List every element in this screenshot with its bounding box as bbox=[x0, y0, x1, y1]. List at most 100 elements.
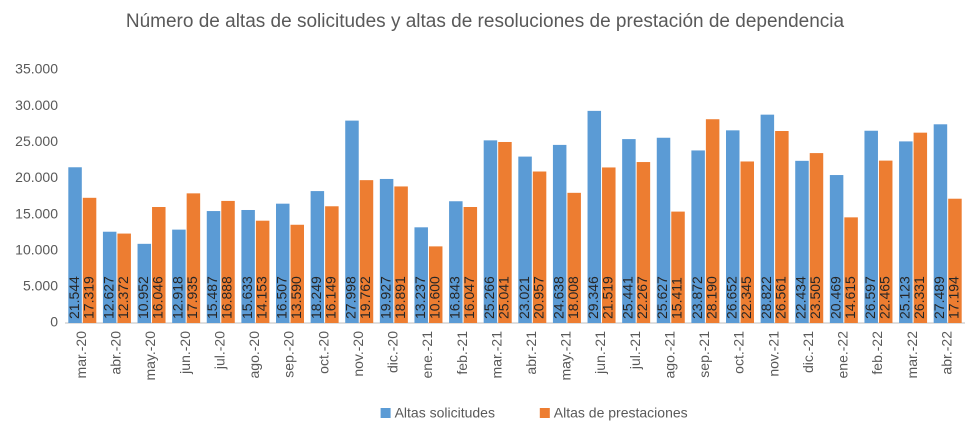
bar bbox=[705, 119, 720, 324]
bar bbox=[726, 130, 740, 323]
bar bbox=[186, 193, 201, 323]
x-tick-label: ago.-21 bbox=[661, 331, 677, 379]
bar bbox=[498, 141, 512, 323]
x-tick-label: abr.-22 bbox=[938, 331, 954, 375]
bar bbox=[172, 229, 186, 323]
bar bbox=[532, 171, 547, 323]
bar bbox=[760, 114, 775, 323]
bar bbox=[428, 246, 443, 323]
data-label: 15.487 bbox=[204, 276, 220, 319]
bar bbox=[775, 131, 789, 323]
bar bbox=[137, 243, 152, 323]
legend-swatch bbox=[380, 408, 391, 418]
data-label: 22.267 bbox=[634, 276, 650, 319]
bar bbox=[948, 198, 962, 323]
bar bbox=[117, 233, 131, 323]
x-tick-label: jul.-21 bbox=[627, 331, 643, 370]
bar bbox=[102, 231, 117, 323]
data-label: 25.627 bbox=[654, 276, 670, 319]
data-label: 21.544 bbox=[66, 276, 82, 319]
bar bbox=[379, 178, 394, 323]
legend-swatch bbox=[539, 408, 550, 418]
bar bbox=[829, 175, 844, 323]
data-label: 15.633 bbox=[239, 276, 255, 319]
bar bbox=[691, 150, 705, 323]
chart-title: Número de altas de solicitudes y altas d… bbox=[125, 11, 845, 32]
x-tick-label: may.-21 bbox=[558, 331, 574, 381]
data-label: 12.918 bbox=[170, 276, 186, 319]
bar bbox=[241, 209, 255, 323]
data-label: 28.190 bbox=[703, 276, 719, 319]
x-tick-label: mar.-20 bbox=[73, 331, 89, 379]
bar bbox=[587, 110, 602, 323]
data-label: 25.441 bbox=[620, 276, 636, 319]
data-label: 14.153 bbox=[253, 276, 269, 319]
y-tick-label: 10.000 bbox=[15, 241, 58, 257]
y-tick-label: 0 bbox=[50, 314, 58, 330]
data-label: 22.465 bbox=[876, 276, 892, 319]
bar bbox=[206, 211, 221, 323]
bar bbox=[844, 217, 858, 323]
y-tick-label: 15.000 bbox=[15, 205, 58, 221]
x-tick-label: oct.-21 bbox=[731, 331, 747, 374]
bar bbox=[463, 207, 478, 323]
bar bbox=[345, 120, 359, 323]
data-label: 25.041 bbox=[496, 276, 512, 319]
bar bbox=[602, 167, 616, 323]
data-label: 18.008 bbox=[565, 276, 581, 319]
bar bbox=[414, 227, 428, 323]
bar bbox=[290, 224, 304, 323]
bar bbox=[899, 141, 913, 323]
data-label: 25.266 bbox=[481, 276, 497, 319]
data-label: 26.331 bbox=[911, 276, 927, 319]
bar bbox=[310, 191, 325, 323]
data-label: 19.927 bbox=[377, 276, 393, 319]
y-tick-label: 5.000 bbox=[23, 278, 58, 294]
legend-label: Altas solicitudes bbox=[395, 405, 495, 421]
data-label: 20.469 bbox=[827, 276, 843, 319]
data-label: 16.888 bbox=[219, 276, 235, 319]
x-tick-label: nov.-20 bbox=[350, 331, 366, 377]
data-label: 28.822 bbox=[758, 276, 774, 319]
x-tick-label: jun.-20 bbox=[177, 331, 193, 375]
bar bbox=[740, 161, 754, 323]
data-label: 27.489 bbox=[931, 276, 947, 319]
data-label: 16.046 bbox=[149, 276, 165, 319]
bar bbox=[82, 197, 97, 323]
bar bbox=[152, 207, 166, 323]
data-label: 25.123 bbox=[897, 276, 913, 319]
data-label: 17.935 bbox=[184, 276, 200, 319]
data-label: 26.597 bbox=[862, 276, 878, 319]
x-tick-label: dic.-21 bbox=[800, 331, 816, 373]
bar bbox=[359, 180, 374, 323]
legend-label: Altas de prestaciones bbox=[554, 405, 688, 421]
data-label: 12.372 bbox=[115, 276, 131, 319]
data-label: 15.411 bbox=[669, 277, 685, 319]
bar bbox=[221, 200, 235, 323]
bar bbox=[656, 137, 671, 323]
data-label: 10.600 bbox=[426, 276, 442, 319]
bar bbox=[636, 162, 651, 323]
x-tick-label: dic.-20 bbox=[385, 331, 401, 373]
x-tick-label: abr.-20 bbox=[108, 331, 124, 375]
bar bbox=[671, 211, 685, 323]
bar bbox=[68, 167, 82, 323]
bar bbox=[276, 203, 290, 323]
bar bbox=[552, 144, 567, 323]
x-tick-label: feb.-22 bbox=[869, 331, 885, 375]
data-label: 20.957 bbox=[530, 276, 546, 319]
data-label: 23.872 bbox=[689, 276, 705, 319]
bar bbox=[325, 206, 339, 323]
data-label: 17.194 bbox=[946, 276, 962, 319]
data-label: 18.249 bbox=[308, 276, 324, 319]
data-label: 16.843 bbox=[447, 276, 463, 319]
bar bbox=[809, 153, 824, 323]
bar bbox=[622, 139, 636, 323]
x-tick-label: may.-20 bbox=[142, 331, 158, 381]
data-label: 24.638 bbox=[550, 276, 566, 319]
x-tick-label: nov.-21 bbox=[765, 331, 781, 377]
y-tick-label: 35.000 bbox=[15, 61, 58, 77]
y-tick-label: 25.000 bbox=[15, 133, 58, 149]
x-tick-label: mar.-22 bbox=[904, 331, 920, 379]
